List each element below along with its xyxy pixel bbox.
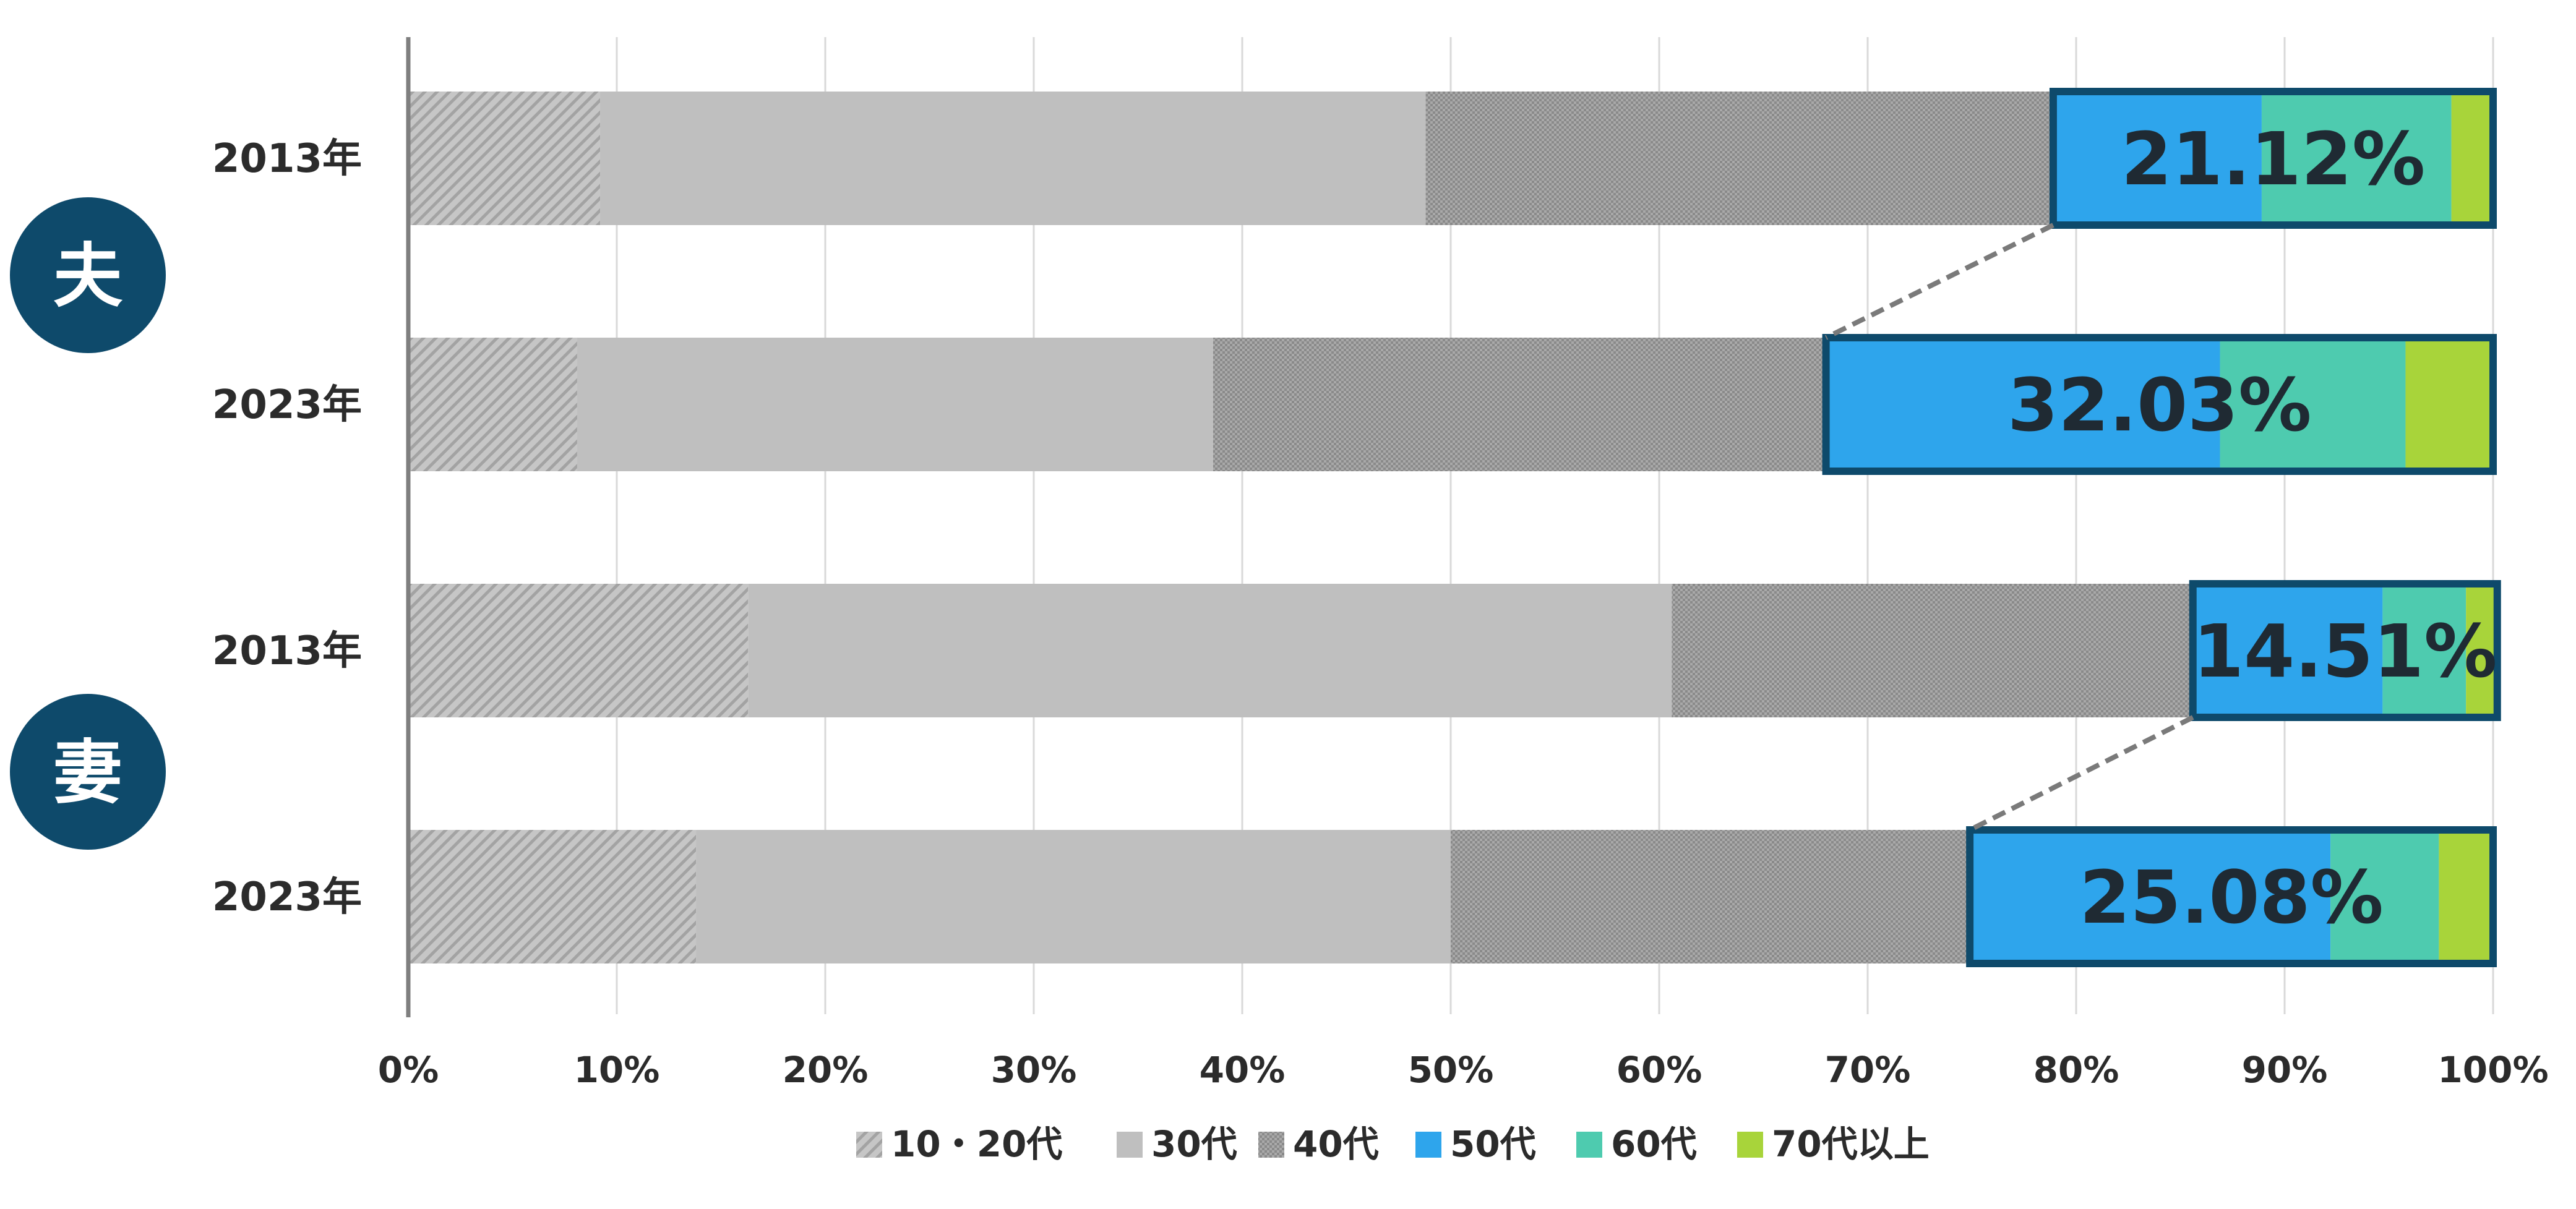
legend-label: 40代 xyxy=(1293,1123,1379,1165)
bar-segment xyxy=(2220,338,2406,471)
x-tick-label: 70% xyxy=(1825,1049,1911,1091)
bar-segment xyxy=(2405,338,2493,471)
legend-label: 50代 xyxy=(1450,1123,1536,1165)
legend-label: 30代 xyxy=(1151,1123,1237,1165)
x-tick-label: 0% xyxy=(378,1049,439,1091)
highlight-box xyxy=(1966,826,2497,967)
highlight-box xyxy=(2049,88,2497,229)
legend-label: 60代 xyxy=(1611,1123,1697,1165)
x-tick-label: 90% xyxy=(2242,1049,2328,1091)
x-tick-label: 50% xyxy=(1408,1049,1494,1091)
legend-label: 70代以上 xyxy=(1772,1123,1930,1165)
bar-segment xyxy=(2261,92,2452,225)
bar-segment xyxy=(577,338,1213,471)
legend-swatch xyxy=(856,1132,882,1158)
bar-segment xyxy=(408,584,749,717)
bar-segment xyxy=(2053,92,2262,225)
group-badge xyxy=(10,197,166,353)
group-label: 妻 xyxy=(53,733,122,813)
bar-segment xyxy=(2466,584,2497,717)
legend-swatch xyxy=(1415,1132,1441,1158)
x-tick-label: 80% xyxy=(2033,1049,2119,1091)
legend-swatch xyxy=(1576,1132,1602,1158)
highlight-data-label: 32.03% xyxy=(2007,362,2311,448)
x-tick-label: 10% xyxy=(574,1049,660,1091)
category-label: 2013年 xyxy=(212,136,362,182)
x-tick-label: 100% xyxy=(2437,1049,2548,1091)
bar-segment xyxy=(748,584,1672,717)
highlight-data-label: 21.12% xyxy=(2121,116,2425,202)
x-tick-label: 30% xyxy=(991,1049,1077,1091)
bar-segment xyxy=(2382,584,2467,717)
category-label: 2023年 xyxy=(212,874,362,920)
bar-segment xyxy=(600,92,1426,225)
legend-swatch xyxy=(1737,1132,1763,1158)
bar-segment xyxy=(2451,92,2493,225)
group-badge xyxy=(10,694,166,850)
legend-swatch xyxy=(1117,1132,1143,1158)
bar-segment xyxy=(2439,830,2493,963)
bar-segment xyxy=(1970,830,2331,963)
bar-segment xyxy=(1826,338,2220,471)
connector-line xyxy=(1824,223,2054,340)
bar-segment xyxy=(1672,584,2193,717)
group-labels: 夫妻 xyxy=(10,197,166,850)
bar-segment xyxy=(696,830,1451,963)
bar-segment xyxy=(1451,830,1970,963)
bar-segment xyxy=(408,92,601,225)
highlight-box xyxy=(2189,580,2501,721)
x-tick-label: 60% xyxy=(1616,1049,1702,1091)
bars xyxy=(408,92,2497,963)
category-label: 2013年 xyxy=(212,628,362,674)
bar-segment xyxy=(2192,584,2383,717)
x-tick-label: 40% xyxy=(1200,1049,1286,1091)
bar-segment xyxy=(408,338,577,471)
bar-segment xyxy=(1213,338,1826,471)
legend-swatch xyxy=(1258,1132,1284,1158)
bar-segment xyxy=(408,830,697,963)
highlight-callouts: 21.12% 32.03% 14.51% 25.08% xyxy=(1822,88,2501,967)
highlight-data-label: 14.51% xyxy=(2193,609,2497,694)
x-tick-label: 20% xyxy=(783,1049,869,1091)
highlight-box xyxy=(1822,334,2497,475)
legend: 10・20代 30代 40代 50代 60代 70代以上 xyxy=(856,1123,1930,1165)
bar-segment xyxy=(2330,830,2439,963)
group-label: 夫 xyxy=(53,236,123,317)
axes: 0% 10% 20% 30% 40% 50% 60% 70% 80% 90% 100% 2013年 20… xyxy=(212,37,2549,1091)
connector-line xyxy=(1968,715,2194,832)
highlight-data-label: 25.08% xyxy=(2079,855,2383,940)
legend-label: 10・20代 xyxy=(891,1123,1062,1165)
category-label: 2023年 xyxy=(212,382,362,428)
bar-segment xyxy=(1425,92,2053,225)
